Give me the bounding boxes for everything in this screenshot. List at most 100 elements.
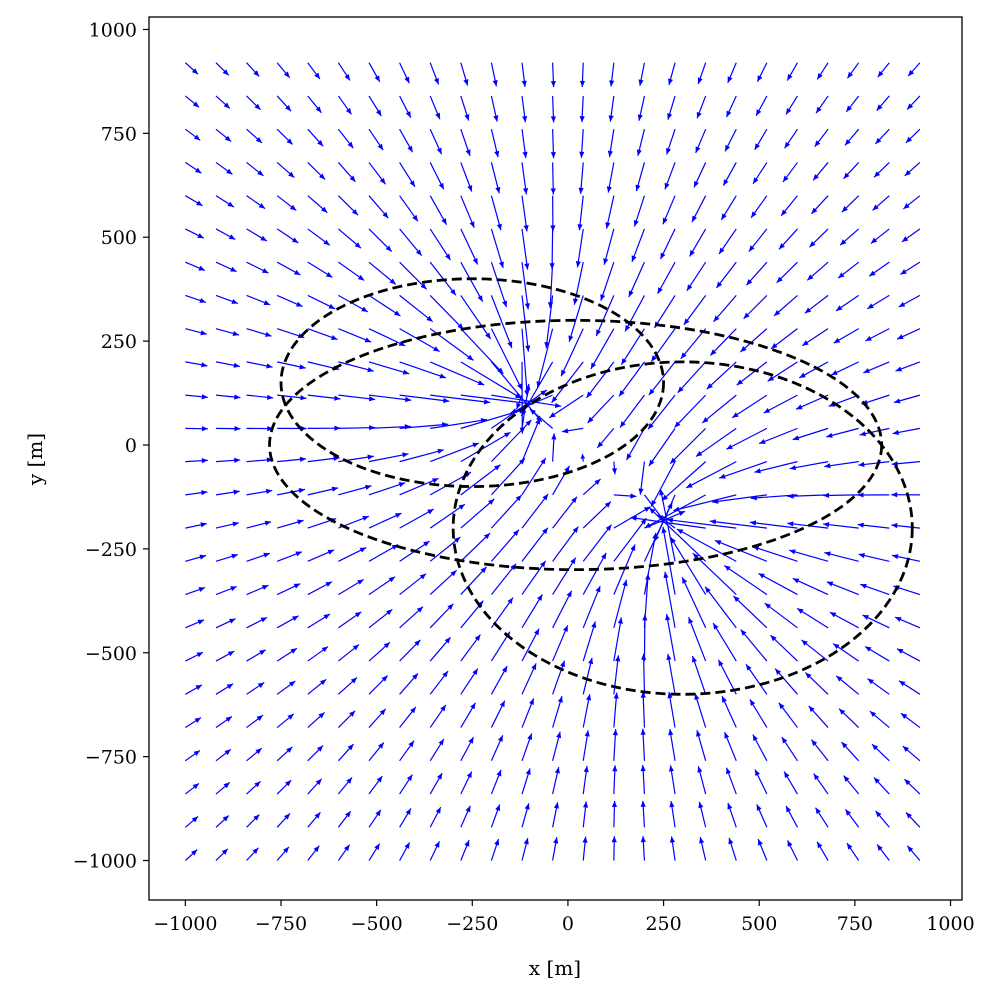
vector-arrow-head	[605, 222, 611, 229]
vector-arrow-head	[891, 492, 898, 498]
x-axis-ticks: −1000 −750 −500 −250 0 250 500 750 1000	[153, 900, 975, 935]
vector-arrow-head	[468, 737, 474, 744]
vector-arrow	[536, 328, 554, 388]
vector-arrow	[430, 394, 491, 404]
vector-arrow-head	[200, 330, 207, 336]
vector-arrow	[670, 536, 707, 595]
vector-arrow	[548, 394, 584, 419]
vector-arrow-head	[726, 767, 732, 775]
vector-arrow-head	[522, 115, 528, 123]
vector-arrow-head	[488, 499, 495, 505]
vector-arrow	[653, 494, 676, 542]
vector-arrow-head	[758, 839, 763, 846]
vector-arrow-head	[398, 340, 406, 346]
vector-arrow-head	[873, 777, 880, 784]
vector-arrow-head	[344, 73, 350, 81]
vector-arrow	[653, 295, 676, 329]
vector-arrow-head	[560, 660, 565, 668]
vector-arrow	[688, 617, 707, 662]
vector-arrow-head	[633, 219, 639, 227]
vector-arrow	[624, 295, 645, 332]
vector-arrow-head	[420, 283, 427, 290]
vector-arrow-head	[582, 801, 589, 808]
vector-arrow-head	[755, 769, 761, 777]
vector-arrow-head	[531, 663, 537, 670]
vector-arrow-head	[622, 579, 628, 587]
vector-arrow	[789, 461, 829, 470]
vector-arrow-head	[191, 68, 199, 75]
vector-arrow-head	[405, 111, 411, 118]
vector-arrow-head	[466, 771, 472, 778]
vector-arrow-head	[719, 247, 725, 254]
vector-arrow-head	[865, 646, 872, 652]
vector-arrow-head	[603, 258, 609, 265]
vector-arrow	[749, 521, 798, 529]
vector-arrow-head	[367, 454, 374, 460]
vector-arrow-head	[839, 708, 846, 715]
vector-arrow-head	[525, 345, 531, 352]
vector-arrow-head	[404, 842, 410, 849]
vector-arrow-head	[607, 150, 613, 157]
vector-arrow-head	[359, 547, 367, 553]
vector-arrow-head	[357, 274, 365, 281]
vector-arrow-head	[540, 457, 546, 465]
vector-arrow-head	[225, 716, 232, 723]
vector-arrow-head	[331, 486, 339, 492]
vector-arrow-head	[903, 203, 910, 209]
vector-arrow-head	[858, 461, 865, 468]
vector-arrow-head	[295, 301, 303, 307]
vector-arrow	[650, 328, 676, 363]
vector-arrow-head	[799, 372, 806, 378]
vector-arrow-head	[495, 804, 501, 812]
vector-arrow	[613, 517, 647, 562]
vector-arrow	[521, 262, 529, 310]
vector-arrow-head	[626, 453, 632, 461]
vector-arrow-head	[713, 315, 720, 322]
vector-arrow-head	[668, 78, 674, 85]
vector-arrow	[701, 394, 737, 424]
vector-arrow-head	[550, 116, 556, 123]
vector-arrow-head	[686, 284, 693, 291]
vector-arrow-head	[288, 681, 296, 687]
vector-arrow-head	[266, 457, 273, 463]
vector-arrow-head	[416, 606, 424, 613]
vector-arrow-head	[617, 617, 623, 624]
vector-arrow-head	[347, 141, 354, 149]
vector-arrow-head	[900, 269, 907, 275]
y-tick-label: 0	[125, 435, 137, 457]
vector-arrow-head	[233, 362, 240, 368]
vector-arrow	[603, 228, 615, 265]
vector-arrow-head	[792, 578, 800, 584]
vector-arrow	[490, 261, 508, 308]
vector-arrow-head	[362, 515, 369, 521]
vector-arrow-head	[743, 312, 750, 319]
vector-arrow-head	[497, 735, 503, 742]
vector-arrow-head	[472, 442, 479, 448]
vector-arrow	[726, 427, 768, 450]
vector-arrow-head	[483, 533, 491, 540]
vector-arrow	[560, 328, 584, 377]
vector-arrow-head	[579, 80, 586, 87]
vector-arrow-head	[264, 520, 272, 526]
vector-arrow-head	[426, 315, 433, 322]
vector-arrow-head	[517, 383, 523, 390]
vector-arrow-head	[412, 214, 418, 222]
vector-arrow-head	[786, 107, 792, 115]
vector-arrow-head	[255, 748, 262, 755]
vector-arrow	[460, 328, 504, 375]
vector-arrow-head	[813, 174, 819, 181]
vector-arrow-head	[297, 519, 304, 525]
vector-arrow	[521, 328, 528, 397]
vector-arrow	[644, 494, 706, 529]
vector-arrow	[399, 361, 447, 379]
vector-arrow	[736, 361, 768, 386]
vector-arrow-head	[501, 666, 508, 673]
vector-arrow-head	[544, 342, 550, 349]
vector-arrow	[733, 595, 768, 629]
vector-arrow	[680, 328, 707, 360]
vector-arrow-head	[191, 849, 198, 856]
vector-arrow-head	[753, 177, 759, 184]
vector-arrow-head	[323, 239, 330, 246]
vector-arrow-head	[749, 699, 756, 706]
vector-arrow	[399, 508, 435, 529]
